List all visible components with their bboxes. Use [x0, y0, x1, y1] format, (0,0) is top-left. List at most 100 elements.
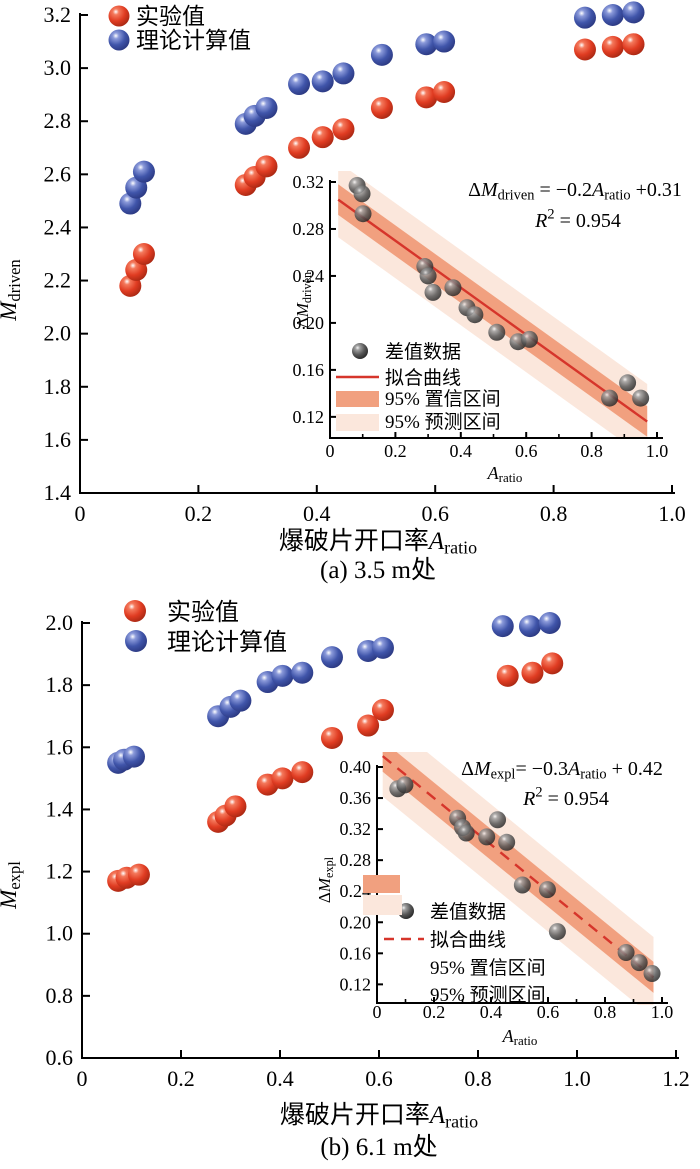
x-tick-label: 1.0 — [563, 1066, 591, 1091]
r-squared: R2 = 0.954 — [534, 207, 621, 232]
inset-y-axis-label: ΔMexpl — [315, 856, 336, 903]
y-tick-label: 2.2 — [44, 268, 72, 293]
inset-x-axis-label: Aratio — [487, 463, 523, 485]
main-axes: 0 0.2 0.4 0.6 0.8 1.0 1.2 0.6 0.8 1.0 1.2 1.4 1.6 1.8… — [46, 610, 690, 1091]
y-tick-label: 0.24 — [293, 266, 325, 286]
y-tick-label: 3.0 — [44, 55, 72, 80]
y-tick-label: 0.16 — [340, 943, 372, 963]
x-tick-label: 0.4 — [450, 441, 473, 461]
legend-label: 差值数据 — [385, 341, 461, 363]
inset-y-axis-label: ΔMdriven — [293, 272, 314, 328]
y-tick-label: 0.6 — [46, 1045, 74, 1070]
legend-label: 95% 置信区间 — [385, 388, 501, 410]
x-tick-label: 1.2 — [662, 1066, 690, 1091]
y-tick-label: 0.28 — [340, 850, 372, 870]
x-tick-label: 0.8 — [540, 501, 568, 526]
legend-label: 差值数据 — [430, 901, 506, 923]
y-tick-label: 1.8 — [46, 672, 74, 697]
x-tick-label: 0 — [373, 1002, 382, 1022]
r-squared: R2 = 0.954 — [522, 785, 609, 810]
y-tick-label: 0.20 — [340, 912, 372, 932]
y-tick-label: 0.12 — [293, 407, 325, 427]
legend-label: 实验值 — [167, 599, 239, 626]
x-tick-label: 0.6 — [421, 501, 449, 526]
y-tick-label: 2.8 — [44, 108, 72, 133]
y-axis-label: Mexpl — [0, 861, 24, 910]
y-tick-label: 1.6 — [46, 734, 74, 759]
y-tick-label: 3.2 — [44, 2, 72, 27]
y-tick-label: 0.36 — [340, 788, 372, 808]
legend-label: 95% 置信区间 — [430, 957, 546, 979]
x-tick-label: 0.2 — [423, 1002, 446, 1022]
y-tick-label: 0.12 — [340, 974, 372, 994]
legend-label: 拟合曲线 — [430, 929, 506, 951]
panel-a-scatter-chart: 0 0.2 0.4 0.6 0.8 1.0 1.4 1.6 1.8 2.0 2.2 2.4 2.6 2.8… — [0, 1, 686, 584]
x-tick-label: 0 — [326, 441, 335, 461]
main-axes: 0 0.2 0.4 0.6 0.8 1.0 1.4 1.6 1.8 2.0 2.2 2.4 2.6 2.8… — [44, 2, 686, 526]
inset-chart: 0 0.2 0.4 0.6 0.8 1.00.120.160.200.240.280.32… — [293, 171, 682, 485]
x-tick-label: 0.4 — [480, 1002, 503, 1022]
inset-chart: 0 0.2 0.4 0.6 0.8 1.00.120.160.200.240.280.32… — [315, 752, 674, 1048]
x-tick-label: 0.8 — [580, 441, 603, 461]
y-tick-label: 1.4 — [44, 480, 72, 505]
y-tick-label: 1.6 — [44, 427, 72, 452]
x-tick-label: 0.6 — [365, 1066, 393, 1091]
y-tick-label: 2.4 — [44, 214, 72, 239]
x-axis-label: 爆破片开口率Aratio — [279, 527, 477, 558]
y-tick-label: 2.0 — [44, 321, 72, 346]
x-tick-label: 0.8 — [464, 1066, 492, 1091]
x-tick-label: 1.0 — [646, 441, 669, 461]
x-tick-label: 0.6 — [537, 1002, 560, 1022]
fit-line — [337, 198, 648, 423]
y-tick-label: 0.20 — [293, 313, 325, 333]
y-tick-label: 1.4 — [46, 796, 74, 821]
y-tick-label: 0.40 — [340, 757, 372, 777]
series-blue — [107, 612, 561, 774]
legend-label: 拟合曲线 — [385, 367, 461, 389]
inset-axes: 0 0.2 0.4 0.6 0.8 1.00.120.160.200.240.280.32… — [340, 757, 674, 1022]
legend-label: 实验值 — [136, 4, 205, 29]
inset-x-axis-label: Aratio — [502, 1026, 538, 1048]
x-tick-label: 0.2 — [167, 1066, 195, 1091]
y-tick-label: 0.32 — [293, 172, 325, 192]
series-red — [119, 33, 645, 297]
legend-label: 95% 预测区间 — [385, 411, 501, 433]
inset-axes: 0 0.2 0.4 0.6 0.8 1.0 0.12 0.16 0.20 0.24 0.28 0.32 — [293, 172, 669, 461]
series-red — [107, 652, 564, 892]
y-tick-label: 1.2 — [46, 859, 74, 884]
x-tick-label: 0 — [77, 1066, 88, 1091]
y-tick-label: 1.8 — [44, 374, 72, 399]
difference-points — [348, 177, 650, 407]
y-tick-label: 0.8 — [46, 983, 74, 1008]
legend-label: 理论计算值 — [136, 28, 251, 53]
y-tick-label: 1.0 — [46, 921, 74, 946]
legend-label: 95% 预测区间 — [430, 984, 546, 1006]
x-tick-label: 0.4 — [266, 1066, 294, 1091]
x-tick-label: 0.8 — [594, 1002, 617, 1022]
x-tick-label: 1.0 — [658, 501, 686, 526]
x-tick-label: 0.2 — [185, 501, 213, 526]
panel-caption: (b) 6.1 m处 — [320, 1133, 437, 1161]
fit-equation: ΔMdriven = −0.2Aratio +0.31 — [468, 179, 682, 204]
y-tick-label: 0.16 — [293, 360, 325, 380]
y-tick-label: 2.6 — [44, 161, 72, 186]
y-axis-label: Mdriven — [0, 259, 24, 322]
series-blue — [119, 1, 645, 215]
x-tick-label: 0.6 — [515, 441, 538, 461]
panel-caption: (a) 3.5 m处 — [320, 556, 436, 584]
x-tick-label: 0 — [75, 501, 86, 526]
x-tick-label: 1.0 — [651, 1002, 674, 1022]
panel-b-scatter-chart: 0 0.2 0.4 0.6 0.8 1.0 1.2 0.6 0.8 1.0 1.2 1.4 1.6 1.8… — [0, 599, 690, 1161]
x-axis-label: 爆破片开口率Aratio — [280, 1101, 478, 1132]
y-tick-label: 2.0 — [46, 610, 74, 635]
y-tick-label: 0.32 — [340, 819, 372, 839]
legend-label: 理论计算值 — [167, 629, 287, 656]
x-tick-label: 0.4 — [303, 501, 331, 526]
fit-equation: ΔMexpl= −0.3Aratio + 0.42 — [461, 758, 663, 783]
x-tick-label: 0.2 — [384, 441, 407, 461]
